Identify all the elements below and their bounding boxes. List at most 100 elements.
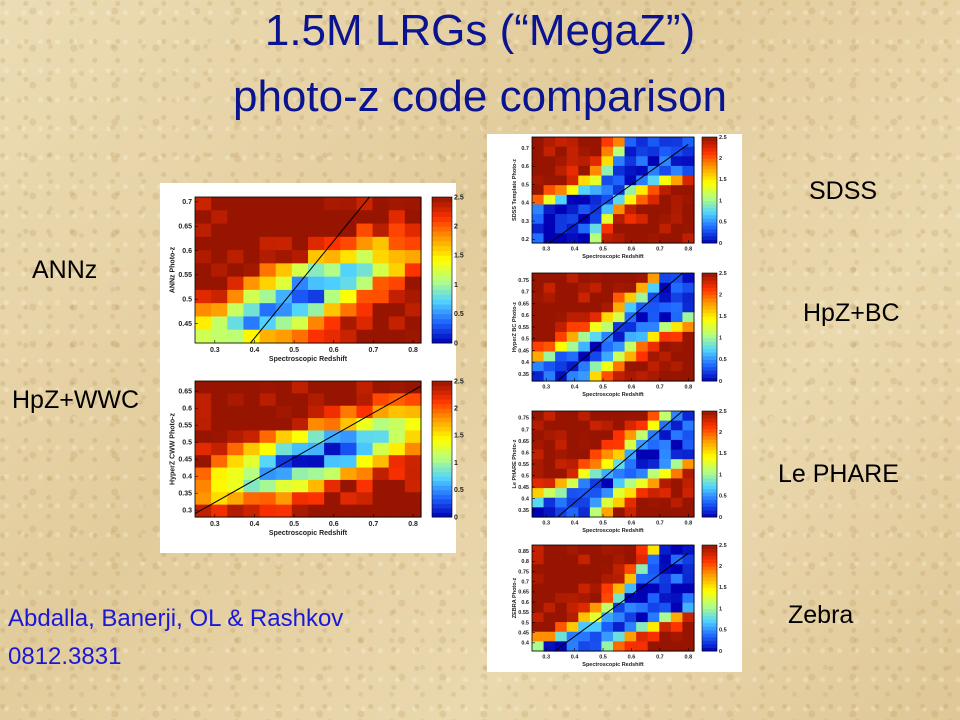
- heatmap-cell: [589, 302, 603, 313]
- heatmap-cell: [636, 137, 649, 148]
- heatmap-cell: [555, 545, 568, 556]
- heatmap-cell: [356, 276, 374, 291]
- colorbar-tick-label: 2.5: [454, 194, 464, 201]
- heatmap-cell: [259, 236, 277, 251]
- y-tick-label: 0.65: [518, 301, 529, 307]
- heatmap-cell: [670, 564, 684, 575]
- y-tick-label: 0.6: [521, 600, 529, 606]
- heatmap-cell: [555, 468, 568, 480]
- heatmap-cell: [227, 263, 245, 278]
- heatmap-cell: [601, 214, 614, 225]
- heatmap-cell: [659, 185, 672, 196]
- heatmap-cells: [532, 545, 695, 652]
- heatmap-cell: [388, 329, 406, 344]
- heatmap-cell: [324, 316, 341, 331]
- heatmap-cell: [578, 564, 591, 575]
- heatmap-cell: [613, 371, 626, 382]
- heatmap-cell: [601, 156, 614, 167]
- heatmap-cell: [211, 250, 228, 264]
- heatmap-cell: [211, 430, 228, 444]
- heatmap-cell: [613, 273, 626, 284]
- heatmap-cell: [601, 420, 614, 431]
- y-tick-label: 0.45: [518, 348, 529, 354]
- heatmap-cell: [670, 420, 684, 431]
- heatmap-cell: [670, 185, 684, 196]
- x-tick-label: 0.5: [599, 247, 607, 253]
- heatmap-cell: [543, 331, 556, 343]
- heatmap-cell: [308, 430, 325, 444]
- heatmap-cell: [659, 622, 672, 633]
- heatmap-cell: [578, 583, 591, 594]
- heatmap-cell: [543, 641, 556, 652]
- heatmap-cell: [589, 194, 603, 206]
- heatmap-cell: [259, 263, 277, 278]
- heatmap-cell: [275, 263, 293, 278]
- heatmap-cell: [589, 282, 603, 294]
- heatmap-cell: [532, 631, 545, 642]
- heatmap-cell: [555, 583, 568, 594]
- heatmap-cell: [532, 233, 545, 244]
- heatmap-cell: [543, 371, 556, 382]
- heatmap-cell: [670, 204, 684, 215]
- heatmap-cell: [601, 292, 614, 304]
- heatmap-cell: [613, 331, 626, 343]
- heatmap-cell: [275, 276, 293, 291]
- heatmap-cell: [259, 223, 277, 238]
- heatmap-cell: [291, 467, 309, 481]
- colorbar-tick-label: 2.5: [719, 271, 727, 277]
- heatmap-cell: [682, 341, 695, 353]
- heatmap-cell: [589, 497, 603, 508]
- heatmap-cell: [308, 479, 325, 493]
- heatmap-cell: [404, 455, 422, 469]
- heatmap-cell: [589, 641, 603, 652]
- heatmap-cell: [589, 331, 603, 343]
- heatmap-cell: [647, 583, 660, 594]
- heatmap-cell: [659, 302, 672, 313]
- heatmap-cell: [195, 393, 212, 407]
- heatmap-cell: [275, 393, 293, 407]
- heatmap-cell: [624, 371, 637, 382]
- heatmap-cell: [227, 289, 245, 304]
- heatmap-cell: [601, 371, 614, 382]
- heatmap-cell: [601, 223, 614, 234]
- heatmap-cell: [659, 214, 672, 225]
- citation-authors: Abdalla, Banerji, OL & Rashkov: [8, 605, 344, 632]
- x-axis-label: Spectroscopic Redshift: [582, 392, 644, 398]
- heatmap-cell: [682, 488, 695, 499]
- heatmap-cell: [291, 329, 309, 344]
- heatmap-cell: [613, 341, 626, 353]
- heatmap-cell: [578, 439, 591, 451]
- y-tick-label: 0.65: [178, 224, 192, 231]
- heatmap-cell: [636, 331, 649, 343]
- y-tick-label: 0.35: [518, 508, 529, 514]
- heatmap-cell: [624, 411, 637, 422]
- heatmap-cell: [589, 185, 603, 196]
- x-tick-label: 0.5: [599, 385, 607, 391]
- heatmap-cell: [275, 467, 293, 481]
- heatmap-cell: [670, 312, 684, 323]
- heatmap-cell: [659, 468, 672, 480]
- heatmap-cell: [659, 602, 672, 614]
- heatmap-cell: [340, 467, 358, 481]
- heatmap-cell: [566, 497, 579, 508]
- colorbar-tick-label: 2: [719, 292, 722, 298]
- heatmap-cell: [324, 197, 341, 211]
- heatmap-cell: [647, 507, 660, 518]
- heatmap-cell: [532, 175, 545, 186]
- heatmap-cell: [636, 175, 649, 186]
- heatmap-chart-6: 0.3 0.4 0.5 0.6 0.7 0.8 Spectroscopic Redshift…: [512, 543, 727, 668]
- heatmap-cell: [601, 194, 614, 206]
- heatmap-cell: [243, 223, 261, 238]
- heatmap-cell: [227, 381, 245, 394]
- heatmap-cell: [613, 312, 626, 323]
- heatmap-cell: [601, 602, 614, 614]
- heatmap-cell: [624, 214, 637, 225]
- label-hpz-bc: HpZ+BC: [803, 299, 900, 327]
- heatmap-cell: [566, 430, 579, 441]
- heatmap-cell: [555, 204, 568, 215]
- heatmap-cell: [372, 467, 390, 481]
- heatmap-cell: [543, 292, 556, 304]
- heatmap-cell: [589, 214, 603, 225]
- heatmap-cell: [404, 223, 422, 238]
- heatmap-cell: [340, 504, 358, 518]
